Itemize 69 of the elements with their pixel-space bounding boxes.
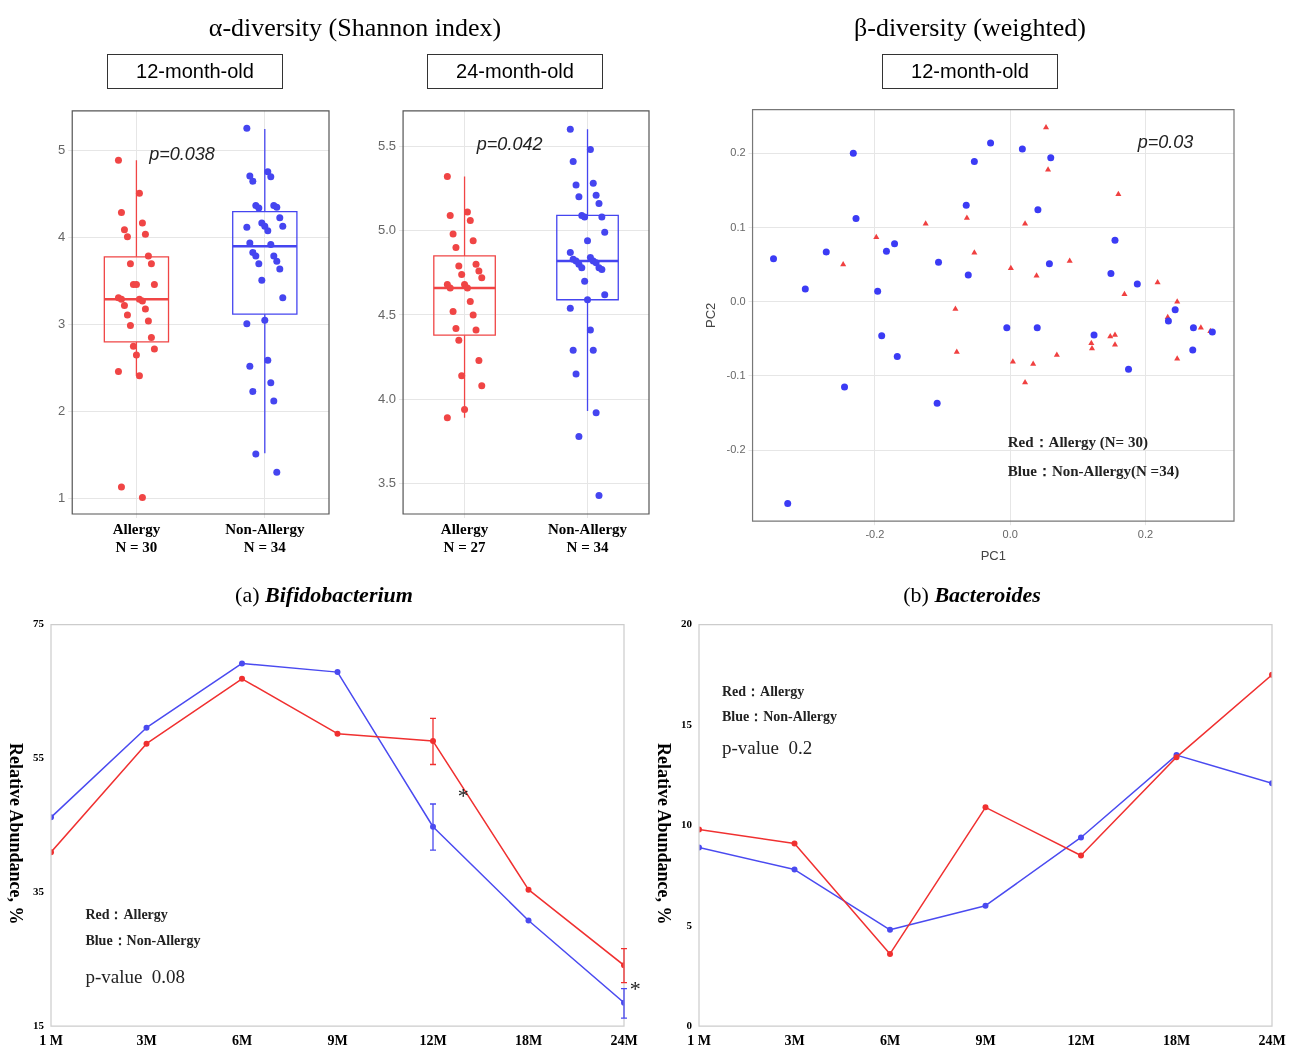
x-tick-label: -0.2 [865,527,885,540]
y-tick-label: 10 [681,818,693,831]
y-tick-label: 5 [686,918,693,931]
chart-title: α-diversity (Shannon index) [207,12,503,44]
x-tick-label: 6M [879,1033,901,1049]
chart-subtitle: 24-month-old [427,54,603,89]
x-tick-label: Allergy N = 30 [112,520,161,555]
annotation: Red：Allergy [721,684,805,700]
y-tick-label: 20 [681,617,693,630]
x-tick-label: 24M [1258,1033,1286,1049]
x-tick-label: 1 M [687,1033,711,1049]
y-tick-label: 3.5 [377,475,397,491]
annotation: * [457,783,469,809]
y-tick-label: 15 [681,717,693,730]
y-axis-title: PC2 [703,302,719,329]
y-tick-label: 2 [58,403,66,419]
y-tick-label: 5.0 [377,222,397,238]
annotation: Red：Allergy [85,907,168,923]
y-tick-label: 4 [58,229,66,245]
annotation: p-value 0.2 [721,737,813,759]
y-tick-label: 4.0 [377,390,397,406]
x-tick-label: 9M [327,1033,348,1049]
x-tick-label: 0.2 [1137,527,1154,540]
annotation: Blue：Non-Allergy [85,933,201,949]
y-tick-label: 4.5 [377,306,397,322]
annotation: p=0.03 [1136,131,1194,152]
chart-subtitle: 12-month-old [107,54,283,89]
x-tick-label: 3M [136,1033,157,1049]
x-tick-label: 18M [1162,1033,1191,1049]
x-tick-label: 12M [1067,1033,1095,1049]
x-tick-label: Non-Allergy N = 34 [225,520,305,555]
chart-subtitle: 12-month-old [882,54,1058,89]
chart-title: (b) Bacteroides [903,582,1041,607]
y-tick-label: 1 [58,489,66,505]
x-tick-label: 18M [514,1033,543,1049]
y-tick-label: 3 [58,316,66,332]
x-tick-label: 6M [231,1033,253,1049]
y-axis-title: Relative Abundance, % [4,743,26,925]
y-tick-label: 0 [686,1019,693,1032]
x-tick-label: 1 M [39,1033,63,1049]
y-axis-title: Relative Abundance, % [652,743,674,925]
y-tick-label: 0.1 [730,220,746,233]
x-tick-label: 9M [975,1033,996,1049]
annotation: p-value 0.08 [85,965,186,987]
x-tick-label: Non-Allergy N = 34 [547,520,628,555]
y-tick-label: 75 [33,617,45,630]
x-tick-label: Allergy N = 27 [440,520,489,555]
x-tick-label: 12M [419,1033,447,1049]
y-tick-label: 15 [33,1019,45,1032]
y-tick-label: 0.2 [730,146,746,159]
x-tick-label: 3M [784,1033,805,1049]
y-tick-label: 35 [33,885,45,898]
chart-title: β-diversity (weighted) [853,12,1087,44]
text: * [629,975,641,1001]
x-axis-title: PC1 [980,547,1006,563]
annotation: Blue：Non-Allergy(N =34) [1007,462,1180,480]
y-tick-label: -0.1 [726,368,746,381]
y-tick-label: 5 [58,142,66,158]
chart-title: (a) Bifidobacterium [235,582,413,607]
annotation: p=0.042 [475,134,543,155]
y-tick-label: -0.2 [726,443,746,456]
y-tick-label: 55 [33,751,45,764]
y-tick-label: 5.5 [377,137,397,153]
y-tick-label: 0.0 [730,294,746,307]
x-tick-label: 0.0 [1002,527,1018,540]
annotation: p=0.038 [148,144,215,165]
x-tick-label: 24M [610,1033,638,1049]
annotation: Blue：Non-Allergy [721,708,838,724]
annotation: Red：Allergy (N= 30) [1007,433,1148,451]
